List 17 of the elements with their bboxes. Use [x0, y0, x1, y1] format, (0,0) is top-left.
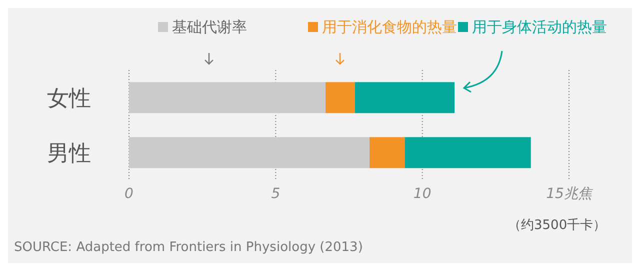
bar: [354, 82, 455, 114]
source-note: SOURCE: Adapted from Frontiers in Physiology (2013): [14, 240, 363, 255]
bar: [404, 137, 531, 168]
legend-label: 基础代谢率: [171, 18, 247, 37]
legend-label: 用于身体活动的热量: [471, 18, 607, 37]
x-tick-label: 10: [413, 186, 432, 202]
text: （约3500千卡）: [508, 217, 606, 234]
bar: [370, 137, 405, 168]
legend-label: 用于消化食物的热量: [321, 18, 457, 37]
x-tick-label: 5: [271, 186, 280, 202]
x-tick-label: 15兆焦: [546, 186, 594, 202]
y-tick-label: 男性: [47, 141, 91, 166]
x-tick-label: 0: [124, 186, 134, 202]
bar: [129, 82, 326, 114]
y-tick-label: 女性: [47, 86, 91, 112]
bar: [326, 82, 355, 114]
bar: [129, 137, 370, 168]
